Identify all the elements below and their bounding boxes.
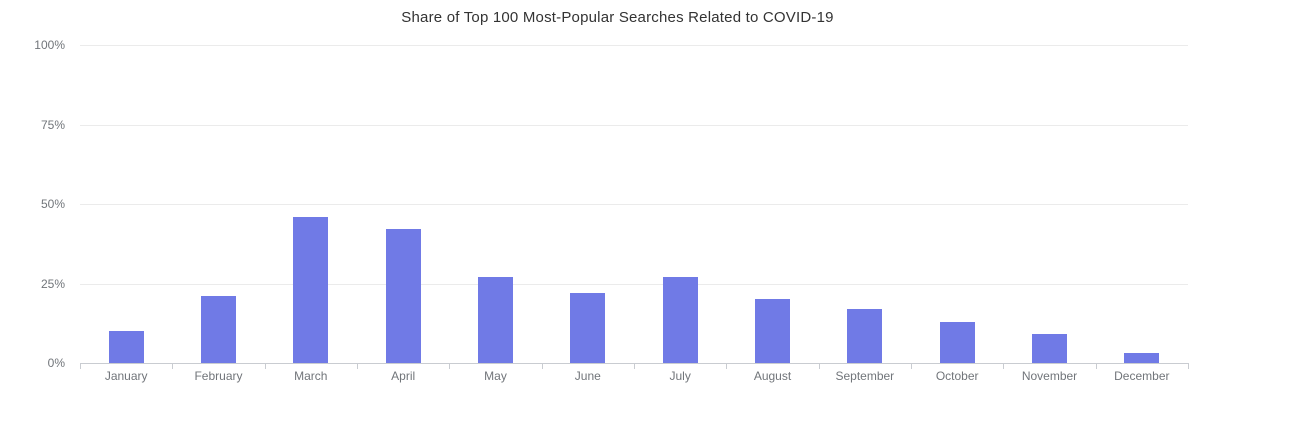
gridline-75 xyxy=(80,124,1188,126)
bar-january[interactable] xyxy=(108,331,144,363)
x-axis-tick xyxy=(541,363,543,369)
x-axis-tick xyxy=(264,363,266,369)
bar-may[interactable] xyxy=(478,277,513,363)
bar-july[interactable] xyxy=(662,277,698,363)
plot-area xyxy=(80,45,1188,364)
y-axis-label-25pct: 25% xyxy=(40,276,65,291)
x-axis-tick xyxy=(172,363,174,369)
bar-november[interactable] xyxy=(1032,334,1067,363)
bar-october[interactable] xyxy=(939,321,975,363)
x-axis-label-february: February xyxy=(194,369,243,383)
x-axis-label-may: May xyxy=(484,369,507,383)
x-axis-tick xyxy=(1003,363,1005,369)
x-axis-label-june: June xyxy=(574,369,601,383)
x-axis-tick xyxy=(634,363,635,369)
bar-december[interactable] xyxy=(1124,353,1160,363)
bar-chart: Share of Top 100 Most-Popular Searches R… xyxy=(34,9,1189,383)
x-axis-label-january: January xyxy=(104,369,148,383)
x-axis-label-august: August xyxy=(753,369,792,383)
y-axis-label-50pct: 50% xyxy=(40,197,65,211)
x-axis-label-october: October xyxy=(935,369,979,383)
gridline-25 xyxy=(80,283,1188,285)
bar-february[interactable] xyxy=(201,296,236,363)
x-axis-tick xyxy=(726,363,728,369)
x-axis-tick xyxy=(818,363,820,369)
x-axis-label-november: November xyxy=(1021,369,1078,383)
bar-june[interactable] xyxy=(570,293,606,363)
y-axis-label-75pct: 75% xyxy=(40,117,65,132)
x-axis-tick xyxy=(80,363,81,369)
x-axis-label-march: March xyxy=(294,369,328,383)
y-axis-label-100pct: 100% xyxy=(34,38,65,52)
bar-march[interactable] xyxy=(293,216,329,363)
x-axis-tick xyxy=(911,363,912,369)
x-axis-tick xyxy=(1188,363,1189,369)
chart-title: Share of Top 100 Most-Popular Searches R… xyxy=(401,9,834,26)
x-axis-tick xyxy=(449,363,451,369)
x-axis-label-july: July xyxy=(669,369,691,383)
y-axis-label-0pct: 0% xyxy=(47,356,65,370)
gridline-50 xyxy=(80,204,1188,205)
x-axis-tick xyxy=(1095,363,1097,369)
bar-april[interactable] xyxy=(385,229,421,363)
gridline-100 xyxy=(80,45,1188,46)
bar-august[interactable] xyxy=(755,299,790,363)
x-axis-label-december: December xyxy=(1114,369,1170,383)
bar-september[interactable] xyxy=(847,308,883,363)
x-axis-label-september: September xyxy=(835,369,895,383)
x-axis-tick xyxy=(357,363,358,369)
x-axis-label-april: April xyxy=(391,369,416,383)
